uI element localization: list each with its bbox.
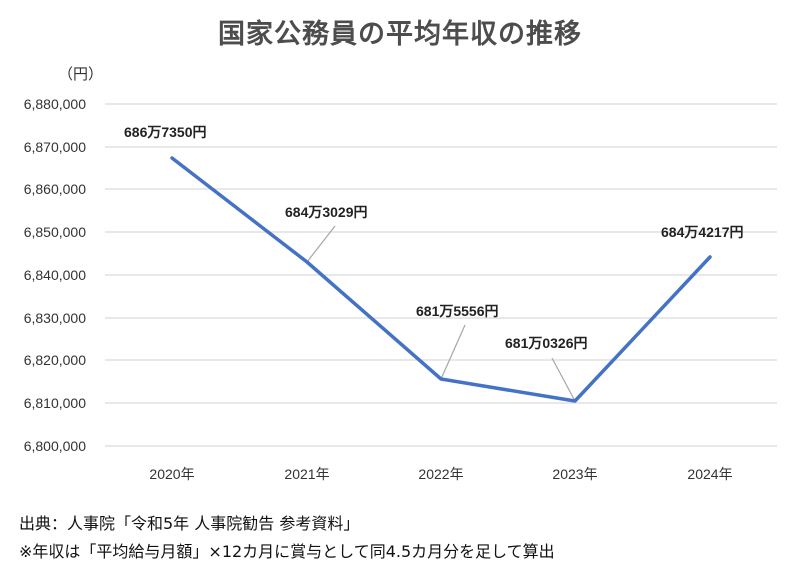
x-tick: 2022年 bbox=[418, 466, 464, 482]
y-tick: 6,820,000 bbox=[23, 352, 86, 368]
series-line bbox=[170, 156, 712, 403]
y-tick: 6,850,000 bbox=[23, 224, 86, 240]
data-label: 684万3029円 bbox=[285, 204, 368, 220]
y-tick: 6,810,000 bbox=[23, 395, 86, 411]
y-tick: 6,830,000 bbox=[23, 310, 86, 326]
y-tick: 6,880,000 bbox=[23, 96, 86, 112]
y-tick: 6,860,000 bbox=[23, 181, 86, 197]
x-tick: 2023年 bbox=[552, 466, 598, 482]
calculation-note: ※年収は「平均給与月額」×12カ月に賞与として同4.5カ月分を足して算出 bbox=[19, 542, 555, 561]
x-tick: 2024年 bbox=[687, 466, 733, 482]
gridlines bbox=[105, 103, 777, 447]
data-label: 681万0326円 bbox=[505, 335, 588, 351]
data-label: 684万4217円 bbox=[661, 224, 744, 240]
source-note: 出典：人事院「令和5年 人事院勧告 参考資料」 bbox=[19, 514, 360, 533]
data-label: 686万7350円 bbox=[124, 124, 207, 140]
y-tick: 6,840,000 bbox=[23, 267, 86, 283]
x-tick: 2020年 bbox=[149, 466, 195, 482]
y-tick: 6,870,000 bbox=[23, 139, 86, 155]
leader-lines bbox=[306, 225, 576, 402]
y-tick: 6,800,000 bbox=[23, 438, 86, 454]
data-label: 681万5556円 bbox=[416, 303, 499, 319]
x-tick: 2021年 bbox=[284, 466, 330, 482]
y-axis-unit: （円） bbox=[58, 65, 104, 83]
chart-title: 国家公務員の平均年収の推移 bbox=[218, 19, 582, 50]
